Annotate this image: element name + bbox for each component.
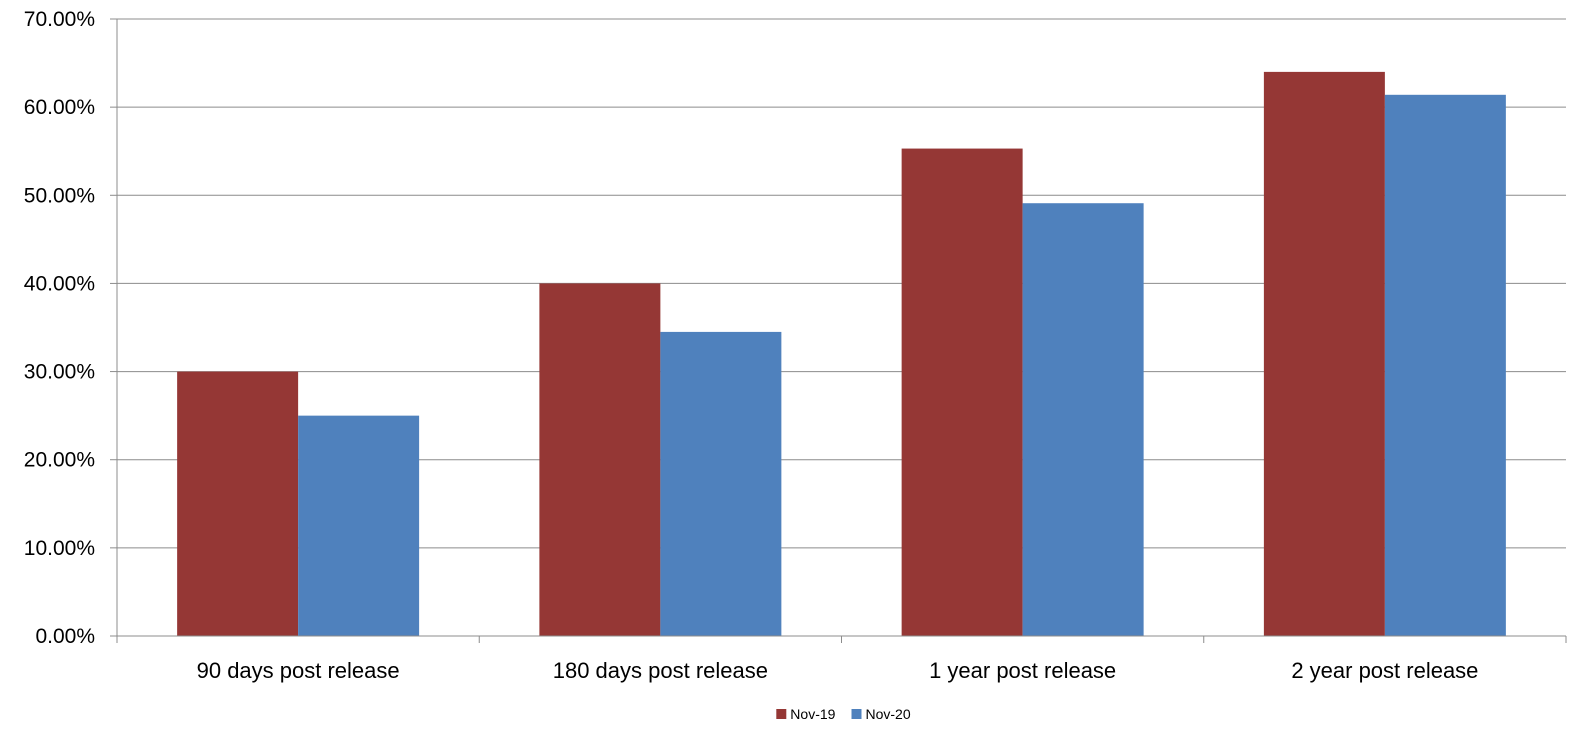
legend-swatch-nov-19 bbox=[776, 709, 787, 719]
x-category-label: 180 days post release bbox=[553, 658, 768, 683]
bars bbox=[177, 71, 1506, 636]
legend-label: Nov-20 bbox=[866, 706, 911, 722]
y-tick-label: 60.00% bbox=[24, 96, 95, 119]
x-axis-labels: 90 days post release 180 days post releas… bbox=[197, 658, 1479, 683]
x-category-label: 1 year post release bbox=[929, 658, 1116, 683]
legend: Nov-19 Nov-20 bbox=[776, 706, 911, 722]
y-tick-label: 30.00% bbox=[24, 361, 95, 384]
bar-nov-20 bbox=[298, 415, 420, 636]
y-tick-label: 50.00% bbox=[24, 184, 95, 207]
y-tick-label: 70.00% bbox=[24, 8, 95, 31]
axes bbox=[110, 18, 1567, 643]
bar-nov-19 bbox=[1263, 71, 1385, 636]
bar-nov-19 bbox=[177, 371, 299, 636]
y-tick-label: 0.00% bbox=[35, 625, 95, 648]
legend-label: Nov-19 bbox=[790, 706, 835, 722]
x-category-label: 2 year post release bbox=[1291, 658, 1478, 683]
bar-nov-20 bbox=[1384, 94, 1506, 636]
bar-nov-20 bbox=[1022, 203, 1144, 636]
bar-nov-19 bbox=[539, 283, 661, 636]
bar-nov-20 bbox=[660, 331, 782, 636]
bar-nov-19 bbox=[901, 148, 1023, 636]
y-tick-label: 40.00% bbox=[24, 272, 95, 295]
y-tick-label: 20.00% bbox=[24, 449, 95, 472]
y-axis-ticks: 0.00% 10.00% 20.00% 30.00% 40.00% 50.00% 60.00… bbox=[24, 8, 95, 648]
y-tick-label: 10.00% bbox=[24, 537, 95, 560]
legend-swatch-nov-20 bbox=[851, 709, 862, 719]
x-category-label: 90 days post release bbox=[197, 658, 400, 683]
